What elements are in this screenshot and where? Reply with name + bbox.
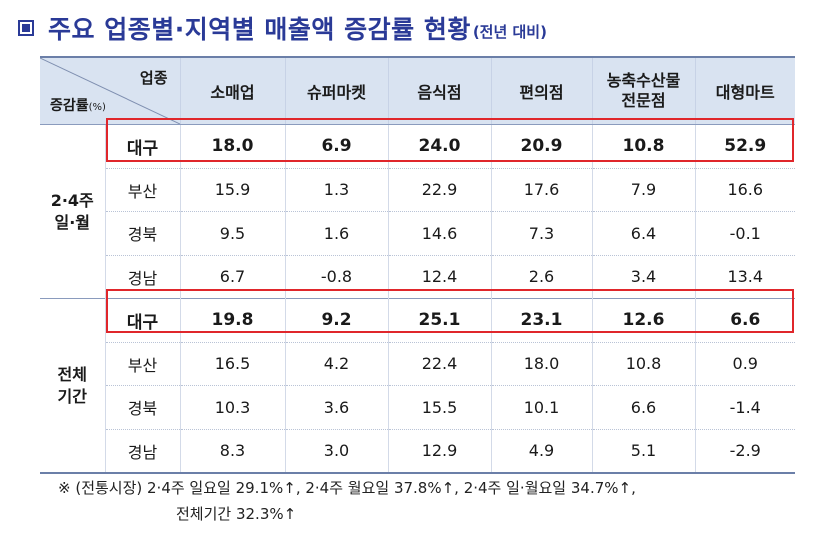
period-group-label: 전체 기간 (40, 298, 105, 473)
value-cell: 15.5 (387, 385, 491, 430)
header-row: 업종 증감률(%) 소매업 슈퍼마켓 음식점 편의점 농축수산물 전문점 대형마트 (40, 57, 795, 125)
value-cell: 10.3 (179, 385, 285, 430)
value-cell: 16.5 (179, 342, 285, 386)
value-cell: 3.4 (591, 255, 695, 299)
value-cell: 7.9 (591, 168, 695, 212)
table-row: 전체 기간 대구 19.8 9.2 25.1 23.1 12.6 6.6 (40, 298, 795, 473)
table-row: 부산 15.9 1.3 22.9 17.6 7.9 16.6 (40, 168, 795, 212)
title-sub: (전년 대비) (472, 22, 547, 41)
region-cell: 경북 (104, 385, 180, 430)
value-cell: -0.8 (284, 255, 388, 299)
table-row: 2·4주 일·월 대구 18.0 6.9 24.0 20.9 10.8 52.9 (40, 124, 795, 232)
value-cell: 24.0 (387, 124, 491, 169)
value-cell: 10.8 (591, 342, 695, 386)
table-row: 경남 6.7 -0.8 12.4 2.6 3.4 13.4 (40, 255, 795, 299)
value-cell: 10.8 (591, 124, 695, 169)
value-cell: -2.9 (694, 429, 795, 473)
value-cell: 52.9 (694, 124, 795, 169)
diagonal-divider (40, 58, 180, 124)
sales-change-table: 업종 증감률(%) 소매업 슈퍼마켓 음식점 편의점 농축수산물 전문점 대형마트… (40, 56, 795, 474)
region-cell: 대구 (104, 298, 180, 343)
table-row: 경북 10.3 3.6 15.5 10.1 6.6 -1.4 (40, 385, 795, 430)
value-cell: 6.7 (179, 255, 285, 299)
region-cell: 경남 (104, 429, 180, 473)
value-cell: 16.6 (694, 168, 795, 212)
value-cell: 6.4 (591, 211, 695, 256)
value-cell: 15.9 (179, 168, 285, 212)
value-cell: 12.4 (387, 255, 491, 299)
value-cell: 8.3 (179, 429, 285, 473)
column-header: 대형마트 (694, 57, 795, 125)
value-cell: 7.3 (490, 211, 592, 256)
value-cell: 13.4 (694, 255, 795, 299)
region-cell: 대구 (104, 124, 180, 169)
column-header: 음식점 (387, 57, 491, 125)
region-cell: 부산 (104, 168, 180, 212)
value-cell: 10.1 (490, 385, 592, 430)
value-cell: 19.8 (179, 298, 285, 343)
value-cell: 17.6 (490, 168, 592, 212)
value-cell: 0.9 (694, 342, 795, 386)
footnote: ※ (전통시장) 2·4주 일요일 29.1%↑, 2·4주 월요일 37.8%… (58, 475, 636, 527)
page-title: 주요 업종별·지역별 매출액 증감률 현황 (전년 대비) (18, 8, 547, 48)
value-cell: 22.9 (387, 168, 491, 212)
value-cell: 9.2 (284, 298, 388, 343)
column-header-label: 농축수산물 (606, 71, 681, 90)
value-cell: 18.0 (490, 342, 592, 386)
value-cell: 6.6 (591, 385, 695, 430)
value-cell: -1.4 (694, 385, 795, 430)
value-cell: 6.9 (284, 124, 388, 169)
value-cell: 9.5 (179, 211, 285, 256)
value-cell: 1.3 (284, 168, 388, 212)
value-cell: 12.6 (591, 298, 695, 343)
footnote-line-1: ※ (전통시장) 2·4주 일요일 29.1%↑, 2·4주 월요일 37.8%… (58, 479, 636, 497)
table-row: 경남 8.3 3.0 12.9 4.9 5.1 -2.9 (40, 429, 795, 473)
value-cell: -0.1 (694, 211, 795, 256)
region-cell: 부산 (104, 342, 180, 386)
corner-label-industry: 업종 (139, 69, 168, 87)
value-cell: 14.6 (387, 211, 491, 256)
value-cell: 3.6 (284, 385, 388, 430)
value-cell: 3.0 (284, 429, 388, 473)
period-group-label: 2·4주 일·월 (50, 190, 94, 232)
footnote-line-2: 전체기간 32.3%↑ (176, 505, 297, 523)
value-cell: 22.4 (387, 342, 491, 386)
value-cell: 4.9 (490, 429, 592, 473)
column-header-label: 전문점 (621, 91, 666, 110)
value-cell: 4.2 (284, 342, 388, 386)
region-cell: 경남 (104, 255, 180, 299)
value-cell: 23.1 (490, 298, 592, 343)
column-header-label: 음식점 (417, 83, 462, 102)
column-header-label: 슈퍼마켓 (307, 83, 366, 102)
column-header-label: 편의점 (519, 83, 564, 102)
square-bullet-icon (18, 20, 34, 36)
value-cell: 25.1 (387, 298, 491, 343)
value-cell: 18.0 (179, 124, 285, 169)
value-cell: 2.6 (490, 255, 592, 299)
table-row: 경북 9.5 1.6 14.6 7.3 6.4 -0.1 (40, 211, 795, 256)
column-header: 편의점 (490, 57, 592, 125)
value-cell: 12.9 (387, 429, 491, 473)
column-header: 소매업 (179, 57, 285, 125)
column-header-label: 대형마트 (715, 83, 775, 102)
title-main: 주요 업종별·지역별 매출액 증감률 현황 (48, 15, 471, 44)
column-header-label: 소매업 (210, 83, 255, 102)
column-header: 슈퍼마켓 (284, 57, 388, 125)
corner-header: 업종 증감률(%) (40, 57, 180, 125)
region-cell: 경북 (104, 211, 180, 256)
value-cell: 5.1 (591, 429, 695, 473)
value-cell: 6.6 (694, 298, 795, 343)
column-header: 농축수산물 전문점 (591, 57, 695, 125)
value-cell: 1.6 (284, 211, 388, 256)
table-row: 부산 16.5 4.2 22.4 18.0 10.8 0.9 (40, 342, 795, 386)
value-cell: 20.9 (490, 124, 592, 169)
corner-label-rate: 증감률(%) (50, 98, 106, 114)
